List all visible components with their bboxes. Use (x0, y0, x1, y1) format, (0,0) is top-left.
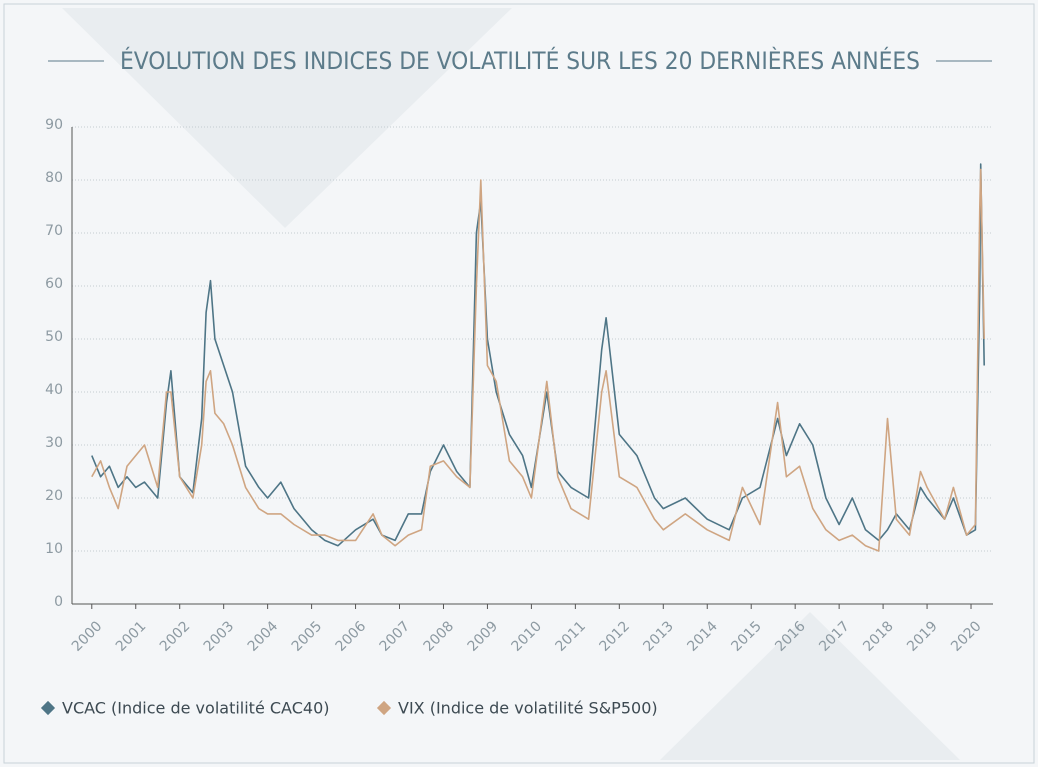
decor-triangle (62, 8, 512, 228)
y-tick-label: 50 (45, 329, 63, 345)
y-tick-label: 70 (45, 223, 63, 239)
series-line (91, 163, 985, 547)
y-tick-label: 30 (45, 435, 63, 451)
y-tick-label: 40 (45, 382, 63, 398)
frame (3, 3, 1035, 764)
decor-triangle (660, 612, 960, 760)
legend-label: VIX (Indice de volatilité S&P500) (398, 699, 658, 718)
y-tick-label: 0 (54, 594, 63, 610)
legend-swatch (376, 700, 392, 716)
legend-label: VCAC (Indice de volatilité CAC40) (62, 699, 329, 718)
y-tick-label: 80 (45, 170, 63, 186)
y-tick-label: 10 (45, 541, 63, 557)
y-tick-label: 90 (45, 117, 63, 133)
legend-swatch (40, 700, 56, 716)
chart-title: ÉVOLUTION DES INDICES DE VOLATILITÉ SUR … (120, 46, 920, 75)
y-tick-label: 60 (45, 276, 63, 292)
series-line (91, 168, 985, 552)
y-tick-label: 20 (45, 488, 63, 504)
